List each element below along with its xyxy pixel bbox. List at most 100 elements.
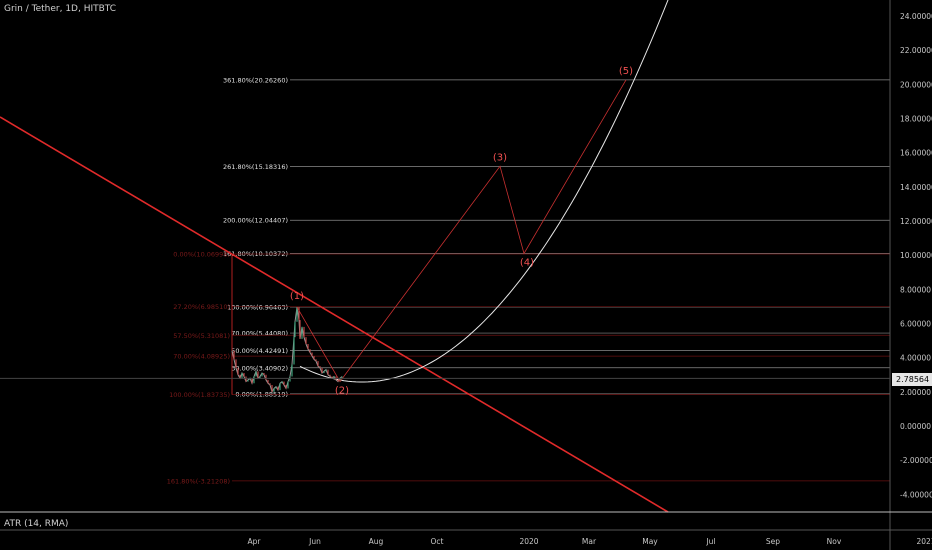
price-candle bbox=[285, 385, 287, 389]
price-candle bbox=[329, 374, 331, 377]
indicator-label[interactable]: ATR (14, RMA) bbox=[4, 519, 69, 529]
price-candle bbox=[311, 352, 313, 356]
y-tick-label: -4.00000 bbox=[900, 490, 932, 499]
price-candle bbox=[299, 320, 301, 339]
x-tick-label: Oct bbox=[431, 537, 444, 546]
price-candle bbox=[317, 361, 319, 367]
price-candle bbox=[301, 326, 303, 339]
price-candle bbox=[279, 383, 281, 391]
fib-retracement-label: 0.00%(10.06998) bbox=[173, 250, 230, 258]
wave-label: (1) bbox=[290, 291, 304, 302]
y-tick-label: 20.00000 bbox=[900, 80, 932, 89]
price-candle bbox=[331, 376, 333, 379]
x-tick-label: 2021 bbox=[916, 537, 932, 546]
x-tick-label: May bbox=[642, 537, 658, 546]
price-candle bbox=[255, 371, 257, 377]
y-tick-label: 6.00000 bbox=[900, 320, 931, 329]
wave-label: (4) bbox=[520, 257, 534, 268]
y-tick-label: 14.00000 bbox=[900, 183, 932, 192]
y-tick-label: 8.00000 bbox=[900, 285, 931, 294]
price-candle bbox=[257, 371, 259, 379]
y-tick-label: -2.00000 bbox=[900, 456, 932, 465]
fib-retracement-label: 27.20%(6.98510) bbox=[173, 303, 230, 311]
fib-extension-label: 200.00%(12.04407) bbox=[223, 217, 288, 225]
y-tick-label: 18.00000 bbox=[900, 115, 932, 124]
wave-label: (5) bbox=[619, 66, 633, 77]
price-candle bbox=[267, 379, 269, 384]
price-candle bbox=[263, 373, 265, 375]
y-tick-label: 22.00000 bbox=[900, 46, 932, 55]
x-tick-label: Jun bbox=[308, 537, 321, 546]
fib-extension-label: 70.00%(5.44080) bbox=[231, 330, 288, 338]
price-candle bbox=[253, 376, 255, 384]
price-candle bbox=[245, 376, 247, 382]
price-candle bbox=[251, 378, 253, 384]
x-tick-label: Sep bbox=[766, 537, 780, 546]
price-candle bbox=[341, 376, 343, 379]
time-axis[interactable]: Apr Jun Aug Oct 2020 Mar May Jul Sep Nov 2021 bbox=[248, 537, 932, 546]
price-candle bbox=[235, 359, 237, 368]
price-candle bbox=[269, 383, 271, 385]
elliott-waves: (1) (2) (3) (4) (5) bbox=[290, 66, 633, 397]
price-candle bbox=[309, 349, 311, 353]
y-tick-label: 12.00000 bbox=[900, 217, 932, 226]
price-candle bbox=[247, 379, 249, 382]
price-candle bbox=[296, 307, 298, 322]
y-tick-label: 2.00000 bbox=[900, 388, 931, 397]
price-candle bbox=[271, 385, 273, 392]
price-candle bbox=[294, 321, 296, 338]
fib-retracement-levels: 0.00%(10.06998) 27.20%(6.98510) 57.50%(5.3… bbox=[167, 250, 890, 485]
price-candle bbox=[287, 381, 289, 389]
price-candle bbox=[333, 376, 335, 379]
price-candle bbox=[337, 379, 339, 382]
wave-path bbox=[296, 79, 627, 383]
price-candle bbox=[323, 371, 325, 374]
fib-retracement-label: 161.80%(-3.21208) bbox=[167, 477, 230, 485]
wave-label: (3) bbox=[493, 152, 507, 163]
last-price-tag: 2.78564 bbox=[892, 373, 932, 386]
price-candle bbox=[275, 386, 277, 389]
price-candle bbox=[241, 373, 243, 379]
price-candle bbox=[237, 367, 239, 375]
price-candle bbox=[261, 373, 263, 377]
price-candle bbox=[281, 381, 283, 384]
price-candle bbox=[265, 374, 267, 380]
fib-retracement-label: 57.50%(5.31081) bbox=[173, 332, 230, 340]
price-candle bbox=[307, 344, 309, 350]
x-tick-label: Nov bbox=[827, 537, 842, 546]
price-candle bbox=[303, 326, 305, 338]
price-candle bbox=[259, 376, 261, 379]
x-tick-label: Apr bbox=[248, 537, 262, 546]
price-candle bbox=[289, 376, 291, 382]
wave-label: (2) bbox=[335, 386, 349, 397]
price-candle bbox=[291, 364, 293, 377]
price-axis[interactable]: 24.00000 22.00000 20.00000 18.00000 16.00000… bbox=[900, 12, 932, 499]
price-candle bbox=[327, 369, 329, 375]
price-candle bbox=[339, 378, 341, 382]
y-tick-label: 4.00000 bbox=[900, 354, 931, 363]
price-candle bbox=[305, 337, 307, 344]
fib-retracement-label: 100.00%(1.83735) bbox=[169, 391, 230, 399]
y-tick-label: 10.00000 bbox=[900, 251, 932, 260]
price-candle bbox=[249, 378, 251, 380]
price-candle bbox=[315, 359, 317, 362]
fib-extension-label: 30.00%(3.40902) bbox=[231, 364, 288, 372]
y-tick-label: 16.00000 bbox=[900, 149, 932, 158]
parabolic-curve bbox=[299, 0, 669, 383]
y-tick-label: 24.00000 bbox=[900, 12, 932, 21]
fib-extension-label: 261.80%(15.18316) bbox=[223, 163, 288, 171]
fib-extension-label: 50.00%(4.42491) bbox=[231, 347, 288, 355]
fib-extension-label: 361.80%(20.26260) bbox=[223, 76, 288, 84]
x-tick-label: 2020 bbox=[519, 537, 538, 546]
price-candle bbox=[321, 367, 323, 374]
fib-extension-label: 100.00%(6.96463) bbox=[227, 304, 288, 312]
price-series bbox=[231, 307, 343, 394]
price-candle bbox=[298, 307, 300, 321]
x-tick-label: Jul bbox=[705, 537, 715, 546]
x-tick-label: Aug bbox=[369, 537, 384, 546]
price-candle bbox=[283, 381, 285, 385]
price-candle bbox=[273, 388, 275, 392]
symbol-title: Grin / Tether, 1D, HITBTC bbox=[4, 4, 117, 14]
price-candle bbox=[233, 350, 235, 360]
